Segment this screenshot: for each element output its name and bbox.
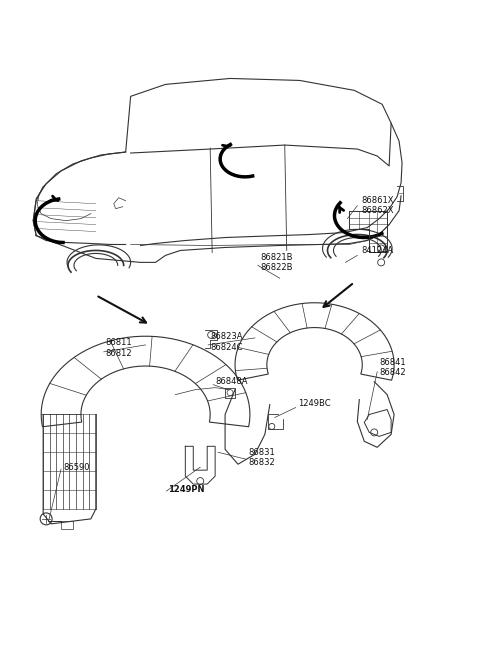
Text: 84124A: 84124A [361,246,394,255]
Text: 86831
86832: 86831 86832 [248,447,275,467]
Text: 86821B
86822B: 86821B 86822B [260,253,292,272]
Text: 1249PN: 1249PN [168,485,205,494]
Text: 86811
86812: 86811 86812 [106,338,132,358]
Text: 86841
86842: 86841 86842 [379,358,406,377]
Text: 86848A: 86848A [215,377,248,386]
Text: 86861X
86862X: 86861X 86862X [361,196,394,215]
Text: 86823A
86824C: 86823A 86824C [210,332,243,352]
Text: 1249BC: 1249BC [298,399,330,408]
Text: 86590: 86590 [63,462,90,472]
